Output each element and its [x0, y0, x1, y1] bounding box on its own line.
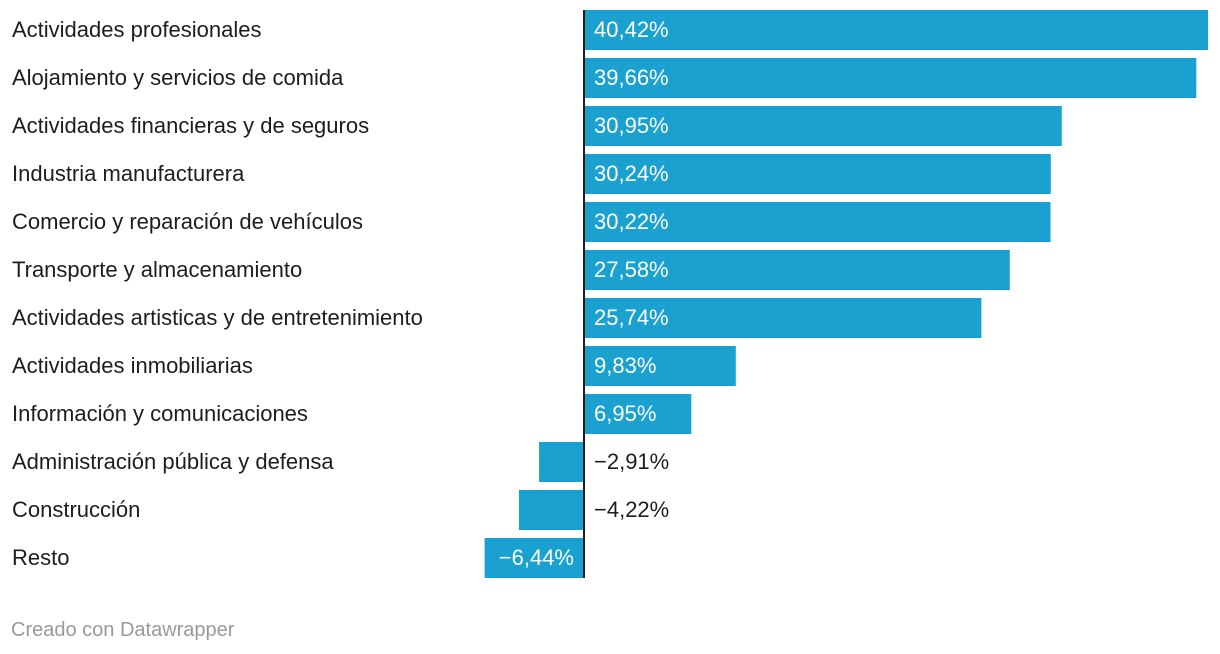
bar	[584, 154, 1051, 194]
bar	[584, 346, 736, 386]
category-label: Actividades profesionales	[12, 17, 261, 42]
value-label: 39,66%	[594, 65, 669, 90]
bar-chart: Actividades profesionales 40,42% Alojamien…	[12, 10, 1208, 578]
value-label: 30,22%	[594, 209, 669, 234]
category-label: Alojamiento y servicios de comida	[12, 65, 344, 90]
category-label: Actividades inmobiliarias	[12, 353, 253, 378]
bar	[584, 106, 1062, 146]
value-label: −6,44%	[499, 545, 574, 570]
value-label: 9,83%	[594, 353, 656, 378]
bar	[584, 202, 1051, 242]
bar	[484, 538, 584, 578]
datawrapper-credit[interactable]: Creado con Datawrapper	[11, 619, 235, 641]
category-label: Información y comunicaciones	[12, 401, 308, 426]
category-label: Comercio y reparación de vehículos	[12, 209, 363, 234]
bar	[584, 10, 1208, 50]
category-label: Administración pública y defensa	[12, 449, 334, 474]
bar	[518, 490, 584, 530]
bar	[539, 442, 584, 482]
category-label: Construcción	[12, 497, 140, 522]
value-label: 30,24%	[594, 161, 669, 186]
category-label: Actividades financieras y de seguros	[12, 113, 369, 138]
bar	[584, 298, 982, 338]
value-label: 27,58%	[594, 257, 669, 282]
value-label: 6,95%	[594, 401, 656, 426]
bar	[584, 394, 692, 434]
category-label: Resto	[12, 545, 69, 570]
bar	[584, 58, 1197, 98]
value-label: 30,95%	[594, 113, 669, 138]
value-label: 40,42%	[594, 17, 669, 42]
value-label: 25,74%	[594, 305, 669, 330]
category-label: Industria manufacturera	[12, 161, 245, 186]
category-label: Actividades artisticas y de entretenimie…	[12, 305, 423, 330]
value-label: −2,91%	[594, 449, 669, 474]
bar	[584, 250, 1010, 290]
value-label: −4,22%	[594, 497, 669, 522]
category-label: Transporte y almacenamiento	[12, 257, 302, 282]
